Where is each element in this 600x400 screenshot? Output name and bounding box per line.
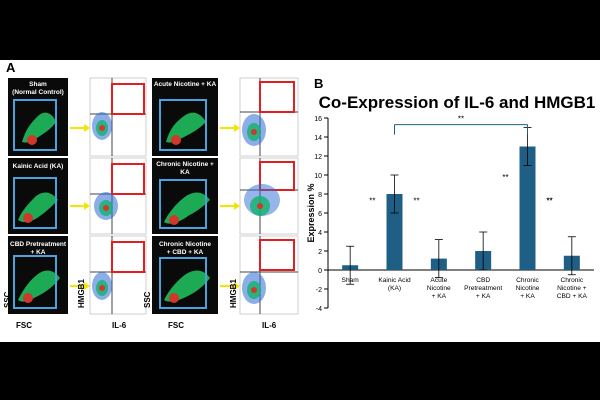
hmgb1-label-left: HMGB1 xyxy=(77,279,86,308)
panel-b-label: B xyxy=(314,76,323,91)
plot-title-chronic-nicotine-2: KA xyxy=(180,169,190,176)
x-category-label: Nicotine xyxy=(427,285,451,292)
y-tick-label: 2 xyxy=(318,249,322,256)
x-category-label: Chronic xyxy=(560,277,583,284)
x-category-label: Nicotine + xyxy=(557,285,587,292)
arrow-right-3 xyxy=(220,282,240,290)
plot-title-cbd-1: CBD Pretreatment xyxy=(10,241,67,248)
arrow-right-2 xyxy=(220,202,240,210)
y-tick-label: 16 xyxy=(314,116,322,123)
significance-marker-2: ** xyxy=(502,173,508,182)
x-category-label: Sham xyxy=(342,277,360,284)
ssc-label-left: SSC xyxy=(3,291,12,308)
x-category-label: Chronic xyxy=(516,277,539,284)
x-category-label: + KA xyxy=(432,293,447,300)
significance-marker-3: ** xyxy=(546,197,552,206)
chart-b: -4 -2 0 2 4 6 8 10 12 14 16 Expression % Sham Kainic … xyxy=(306,115,594,313)
y-tick-label: 6 xyxy=(318,211,322,218)
plot-title-chronic-nicotine-cbd-2: + CBD + KA xyxy=(167,249,204,256)
chart-title: Co-Expression of IL-6 and HMGB1 xyxy=(319,93,596,112)
x-category-label: CBD xyxy=(476,277,490,284)
y-tick-label: -4 xyxy=(316,306,322,313)
hmgb1-label-right: HMGB1 xyxy=(229,279,238,308)
plot-title-chronic-nicotine-cbd-1: Chronic Nicotine xyxy=(159,241,211,248)
plot-title-acute-nicotine: Acute Nicotine + KA xyxy=(154,81,217,88)
plot-title-sham-2: (Normal Control) xyxy=(12,89,64,96)
y-tick-label: 10 xyxy=(314,173,322,180)
density-plot-left-2 xyxy=(89,157,147,235)
density-plot-right-1 xyxy=(239,77,299,157)
x-category-label: (KA) xyxy=(388,285,401,292)
scatter-chronic-nicotine-cbd: Chronic Nicotine + CBD + KA xyxy=(152,236,218,314)
scatter-ka: Kainic Acid (KA) xyxy=(8,158,68,234)
density-plot-left-1 xyxy=(89,77,147,157)
x-category-label: Acute xyxy=(430,277,447,284)
ssc-label-right: SSC xyxy=(143,291,152,308)
scatter-cbd: CBD Pretreatment + KA xyxy=(8,236,68,314)
y-tick-label: 0 xyxy=(318,268,322,275)
scatter-sham: Sham (Normal Control) xyxy=(8,78,68,156)
significance-marker-4: ** xyxy=(547,197,553,206)
density-plot-right-3 xyxy=(239,235,299,315)
arrow-left-3 xyxy=(70,282,90,290)
significance-marker-0: ** xyxy=(369,197,375,206)
fsc-label-left: FSC xyxy=(16,321,32,330)
scatter-chronic-nicotine: Chronic Nicotine + KA xyxy=(152,158,218,234)
y-tick-label: 8 xyxy=(318,192,322,199)
plot-title-sham-1: Sham xyxy=(29,81,47,88)
plot-title-ka: Kainic Acid (KA) xyxy=(13,163,64,170)
y-tick-label: -2 xyxy=(316,287,322,294)
il6-label-right: IL-6 xyxy=(262,321,277,330)
density-plot-right-2 xyxy=(239,157,299,235)
scatter-acute-nicotine: Acute Nicotine + KA xyxy=(152,78,218,156)
significance-marker-1: ** xyxy=(413,197,419,206)
x-category-label: CBD + KA xyxy=(557,293,588,300)
fsc-label-right: FSC xyxy=(168,321,184,330)
panel-a: Sham (Normal Control) Kainic Acid (KA) C… xyxy=(3,77,299,330)
x-category-label: + KA xyxy=(476,293,491,300)
arrow-left-2 xyxy=(70,202,90,210)
y-tick-label: 4 xyxy=(318,230,322,237)
arrow-left-1 xyxy=(70,124,90,132)
y-axis-label: Expression % xyxy=(306,183,316,242)
x-category-label: + KA xyxy=(520,293,535,300)
x-category-label: Nicotine xyxy=(516,285,540,292)
panel-a-label: A xyxy=(6,60,16,75)
x-category-label: Pretreatment xyxy=(464,285,502,292)
il6-label-left: IL-6 xyxy=(112,321,127,330)
plot-title-cbd-2: + KA xyxy=(31,249,46,256)
y-tick-label: 14 xyxy=(314,135,322,142)
plot-title-chronic-nicotine-1: Chronic Nicotine + xyxy=(156,161,214,168)
y-tick-label: 12 xyxy=(314,154,322,161)
x-category-label: Kainic Acid xyxy=(378,277,411,284)
significance-bracket-label: ** xyxy=(458,115,464,124)
density-plot-left-3 xyxy=(89,235,147,315)
arrow-right-1 xyxy=(220,124,240,132)
bar-4 xyxy=(519,146,536,270)
